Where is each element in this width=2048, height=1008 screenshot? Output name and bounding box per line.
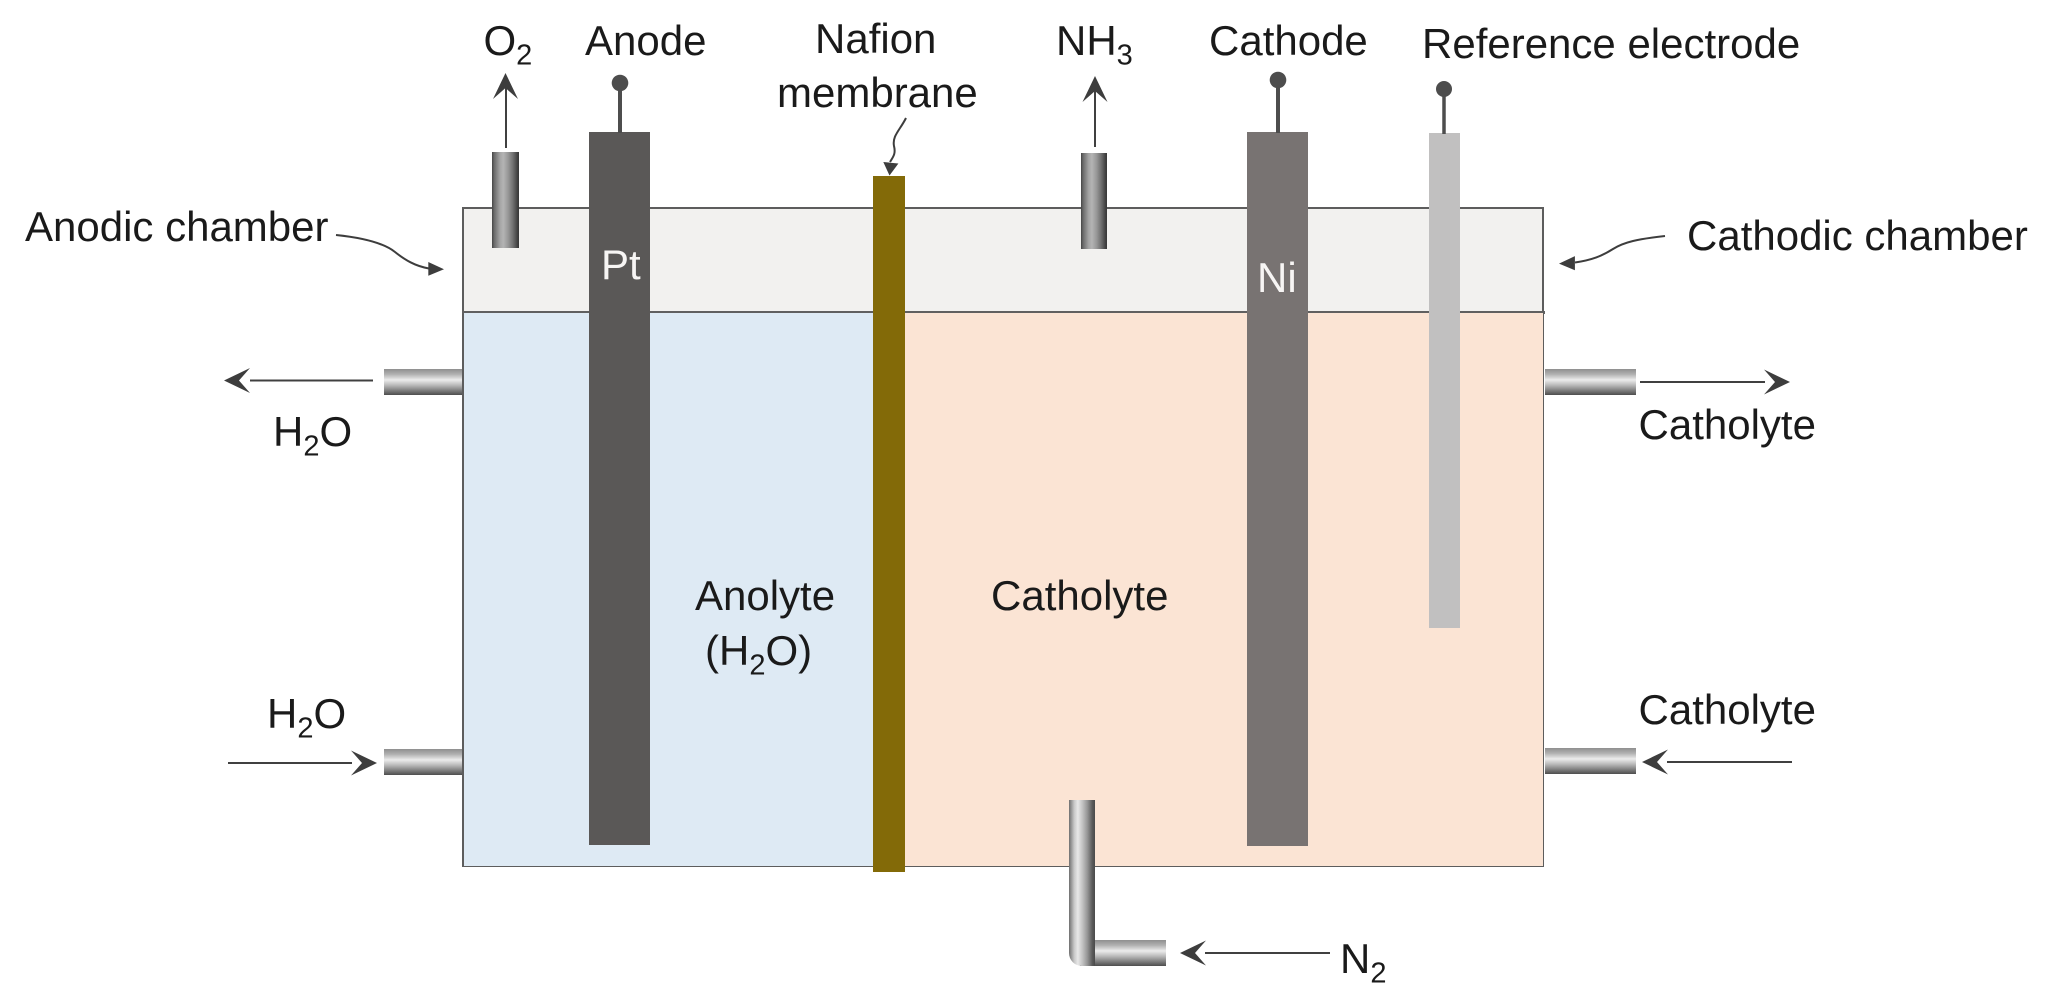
svg-text:(H2O): (H2O) xyxy=(705,627,812,682)
svg-text:Reference electrode: Reference electrode xyxy=(1422,20,1800,67)
svg-text:Catholyte: Catholyte xyxy=(991,572,1168,619)
svg-text:Anolyte: Anolyte xyxy=(695,572,835,619)
svg-text:Pt: Pt xyxy=(601,241,641,288)
svg-text:Anodic chamber: Anodic chamber xyxy=(25,203,329,250)
svg-text:N2: N2 xyxy=(1340,935,1386,990)
svg-text:Ni: Ni xyxy=(1257,254,1297,301)
svg-text:Cathode: Cathode xyxy=(1209,17,1368,64)
svg-text:membrane: membrane xyxy=(777,69,978,116)
svg-text:Nafion: Nafion xyxy=(815,15,936,62)
svg-text:Anode: Anode xyxy=(585,17,706,64)
svg-text:H2O: H2O xyxy=(273,408,352,463)
svg-text:H2O: H2O xyxy=(267,690,346,745)
svg-text:Catholyte: Catholyte xyxy=(1639,686,1816,733)
svg-text:NH3: NH3 xyxy=(1056,17,1133,72)
svg-text:Catholyte: Catholyte xyxy=(1639,401,1816,448)
svg-text:Cathodic chamber: Cathodic chamber xyxy=(1687,212,2028,259)
svg-text:O2: O2 xyxy=(484,17,533,72)
